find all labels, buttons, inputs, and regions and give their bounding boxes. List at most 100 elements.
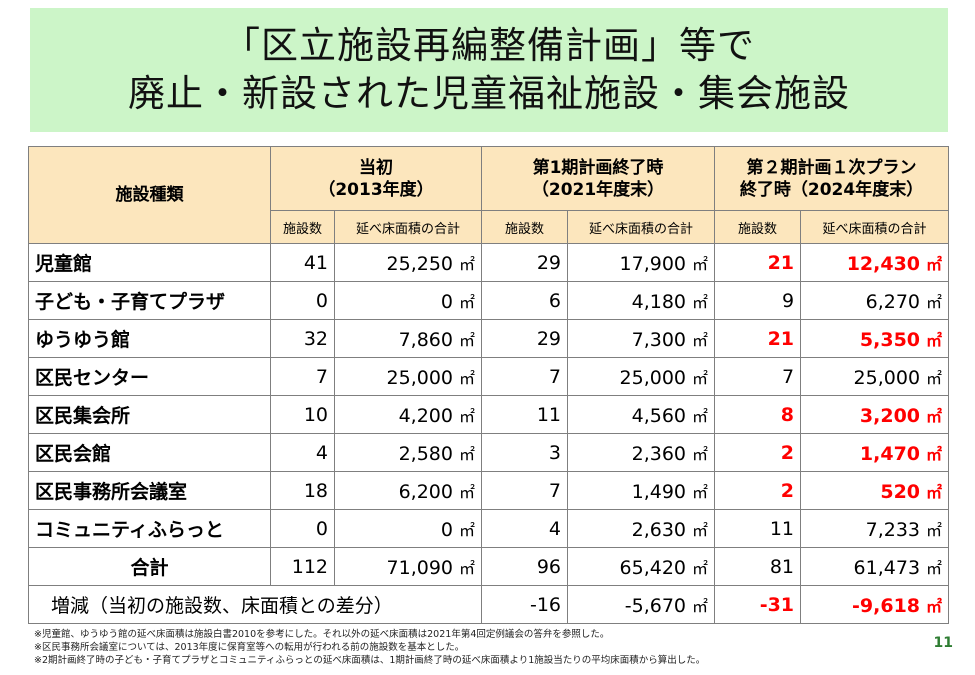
footnote-1: ※児童館、ゆうゆう館の延べ床面積は施設白書2010を参考にした。それ以外の延べ床…	[34, 629, 610, 640]
count-initial: 0	[270, 281, 335, 320]
count-phase1: 11	[481, 395, 569, 434]
count-phase1: 7	[481, 471, 569, 510]
table-row: ゆうゆう館 32 7,860 ㎡ 29 7,300 ㎡ 21 5,350 ㎡	[28, 319, 950, 358]
diff-row: 増減（当初の施設数、床面積との差分） -16 -5,670 ㎡ -31 -9,61…	[27, 585, 950, 624]
table-row: 児童館 41 25,250 ㎡ 29 17,900 ㎡ 21 12,430 ㎡	[28, 243, 950, 282]
footnote-3: ※2期計画終了時の子ども・子育てプラザとコミュニティふらっとの延べ床面積は、1期…	[34, 655, 706, 666]
diff-area-phase1: -5,670 ㎡	[567, 585, 716, 624]
table-row: 区民会館 4 2,580 ㎡ 3 2,360 ㎡ 2 1,470 ㎡	[28, 433, 950, 472]
diff-count-phase1: -16	[481, 585, 569, 624]
area-phase2: 1,470 ㎡	[800, 433, 950, 472]
subheader-count: 施設数	[714, 210, 802, 244]
facility-name: 児童館	[28, 243, 271, 282]
area-initial: 4,200 ㎡	[333, 395, 483, 434]
area-initial: 6,200 ㎡	[333, 471, 483, 510]
header-phase1-end: 第1期計画終了時 （2021年度末）	[481, 146, 716, 211]
header-initial: 当初 （2013年度）	[269, 146, 483, 211]
count-phase2: 9	[714, 281, 802, 320]
count-phase1: 29	[481, 319, 569, 358]
count-phase2: 21	[714, 243, 802, 282]
facility-name: 区民集会所	[28, 395, 271, 434]
footnote-2: ※区民事務所会議室については、2013年度に保育室等への転用が行われる前の施設数…	[34, 642, 465, 653]
count-initial: 4	[270, 433, 335, 472]
area-phase1: 7,300 ㎡	[567, 319, 716, 358]
header-initial-line1: 当初	[359, 157, 393, 178]
area-phase1: 4,560 ㎡	[567, 395, 716, 434]
count-initial: 10	[270, 395, 335, 434]
count-phase2: 2	[714, 471, 802, 510]
footnotes: ※児童館、ゆうゆう館の延べ床面積は施設白書2010を参考にした。それ以外の延べ床…	[34, 628, 705, 667]
facility-name: 子ども・子育てプラザ	[28, 281, 271, 320]
header-phase2-line1: 第２期計画１次プラン	[746, 157, 917, 178]
area-phase2: 12,430 ㎡	[800, 243, 950, 282]
title-line-1: 「区立施設再編整備計画」等で	[223, 24, 755, 67]
count-phase1: 3	[481, 433, 569, 472]
table-row: コミュニティふらっと 0 0 ㎡ 4 2,630 ㎡ 11 7,233 ㎡	[28, 509, 950, 548]
count-phase1: 6	[481, 281, 569, 320]
total-area-phase2: 61,473 ㎡	[800, 547, 950, 586]
title-line-2: 廃止・新設された児童福祉施設・集会施設	[128, 72, 850, 115]
area-phase2: 5,350 ㎡	[800, 319, 950, 358]
total-count-initial: 112	[270, 547, 335, 586]
area-initial: 0 ㎡	[333, 281, 483, 320]
header-phase2-line2: 終了時（2024年度末）	[739, 179, 924, 200]
total-count-phase1: 96	[481, 547, 569, 586]
table-row: 区民集会所 10 4,200 ㎡ 11 4,560 ㎡ 8 3,200 ㎡	[28, 395, 950, 434]
header-phase2-end: 第２期計画１次プラン 終了時（2024年度末）	[714, 146, 950, 211]
facility-name: 区民事務所会議室	[28, 471, 271, 510]
total-count-phase2: 81	[714, 547, 802, 586]
area-initial: 7,860 ㎡	[333, 319, 483, 358]
count-initial: 32	[270, 319, 335, 358]
area-initial: 25,250 ㎡	[333, 243, 483, 282]
area-phase2: 520 ㎡	[800, 471, 950, 510]
count-phase2: 2	[714, 433, 802, 472]
facility-table: 施設種類 当初 （2013年度） 第1期計画終了時 （2021年度末） 第２期計…	[27, 146, 950, 624]
count-phase1: 29	[481, 243, 569, 282]
count-phase2: 21	[714, 319, 802, 358]
diff-count-phase2: -31	[714, 585, 802, 624]
area-initial: 0 ㎡	[333, 509, 483, 548]
header-facility-type: 施設種類	[28, 146, 271, 244]
table-row: 子ども・子育てプラザ 0 0 ㎡ 6 4,180 ㎡ 9 6,270 ㎡	[28, 281, 950, 320]
count-phase2: 7	[714, 357, 802, 396]
facility-name: コミュニティふらっと	[28, 509, 271, 548]
area-phase1: 4,180 ㎡	[567, 281, 716, 320]
subheader-count: 施設数	[481, 210, 569, 244]
area-phase2: 6,270 ㎡	[800, 281, 950, 320]
area-initial: 25,000 ㎡	[333, 357, 483, 396]
total-area-initial: 71,090 ㎡	[333, 547, 483, 586]
subheader-area: 延べ床面積の合計	[567, 210, 716, 244]
title-banner: 「区立施設再編整備計画」等で 廃止・新設された児童福祉施設・集会施設	[30, 8, 948, 132]
count-initial: 41	[270, 243, 335, 282]
header-phase1-line2: （2021年度末）	[531, 179, 665, 200]
count-phase1: 4	[481, 509, 569, 548]
diff-label: 増減（当初の施設数、床面積との差分）	[27, 585, 483, 624]
area-phase1: 1,490 ㎡	[567, 471, 716, 510]
count-phase2: 8	[714, 395, 802, 434]
facility-name: 区民センター	[28, 357, 271, 396]
area-phase1: 2,630 ㎡	[567, 509, 716, 548]
page-number: 11	[933, 635, 953, 651]
area-phase1: 17,900 ㎡	[567, 243, 716, 282]
area-initial: 2,580 ㎡	[333, 433, 483, 472]
total-label: 合計	[28, 547, 271, 586]
subheader-count: 施設数	[270, 210, 335, 244]
diff-area-phase2: -9,618 ㎡	[800, 585, 950, 624]
total-area-phase1: 65,420 ㎡	[567, 547, 716, 586]
count-initial: 18	[270, 471, 335, 510]
facility-name: ゆうゆう館	[28, 319, 271, 358]
area-phase1: 2,360 ㎡	[567, 433, 716, 472]
table-row: 区民センター 7 25,000 ㎡ 7 25,000 ㎡ 7 25,000 ㎡	[28, 357, 950, 396]
area-phase2: 25,000 ㎡	[800, 357, 950, 396]
count-initial: 0	[270, 509, 335, 548]
count-initial: 7	[270, 357, 335, 396]
area-phase1: 25,000 ㎡	[567, 357, 716, 396]
table-row: 区民事務所会議室 18 6,200 ㎡ 7 1,490 ㎡ 2 520 ㎡	[28, 471, 950, 510]
count-phase1: 7	[481, 357, 569, 396]
header-initial-line2: （2013年度）	[318, 179, 434, 200]
subheader-area: 延べ床面積の合計	[333, 210, 483, 244]
total-row: 合計 112 71,090 ㎡ 96 65,420 ㎡ 81 61,473 ㎡	[28, 547, 950, 586]
header-phase1-line1: 第1期計画終了時	[532, 157, 664, 178]
area-phase2: 7,233 ㎡	[800, 509, 950, 548]
